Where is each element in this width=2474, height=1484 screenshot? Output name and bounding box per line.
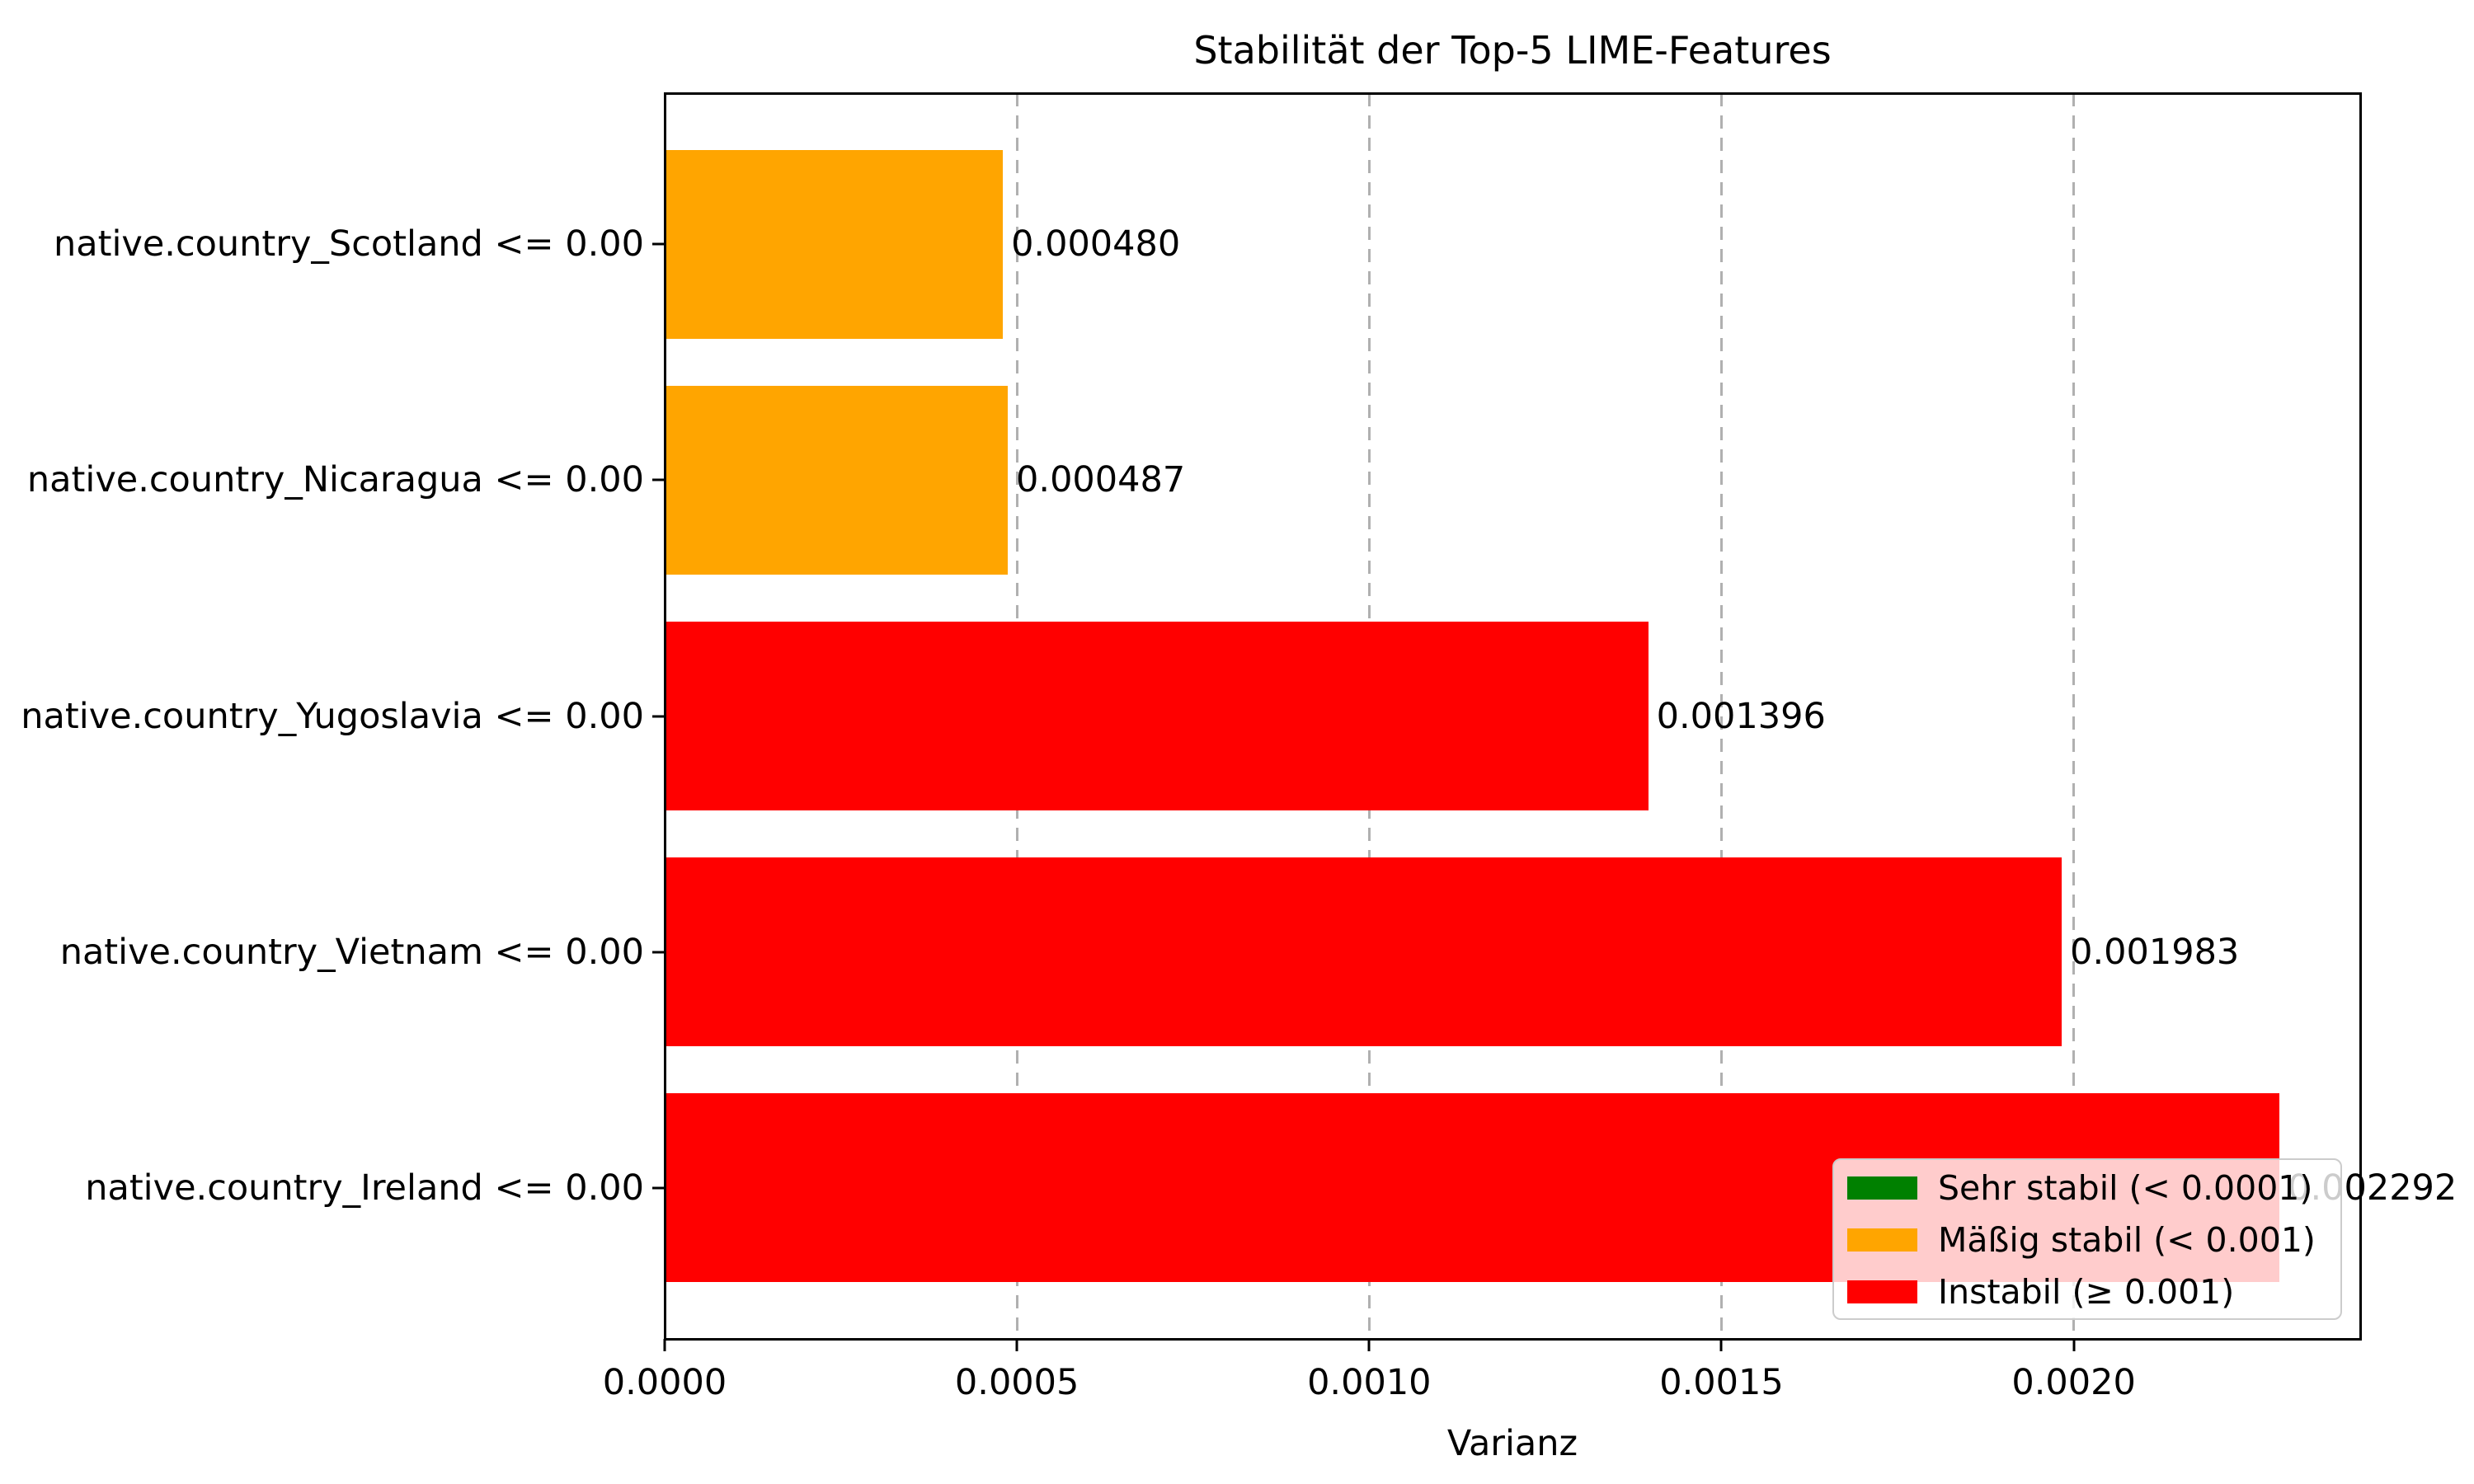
- legend-item: Instabil (≥ 0.001): [1834, 1269, 2340, 1315]
- y-tick-mark: [652, 951, 665, 954]
- chart-title: Stabilität der Top-5 LIME-Features: [1193, 28, 1832, 73]
- x-tick-mark: [1367, 1339, 1371, 1351]
- y-axis-label: native.country_Yugoslavia <= 0.00: [21, 695, 644, 737]
- gridline: [2072, 93, 2076, 1339]
- legend-label: Instabil (≥ 0.001): [1938, 1272, 2235, 1312]
- x-tick-label: 0.0000: [602, 1362, 727, 1403]
- y-axis-label: native.country_Ireland <= 0.00: [85, 1167, 644, 1209]
- value-label: 0.001396: [1656, 695, 1826, 737]
- bar: [665, 149, 1004, 339]
- bar: [665, 385, 1009, 575]
- y-axis-label: native.country_Scotland <= 0.00: [53, 223, 644, 265]
- legend-label: Sehr stabil (< 0.0001): [1938, 1168, 2313, 1208]
- value-label: 0.000480: [1011, 223, 1181, 265]
- y-tick-mark: [652, 242, 665, 246]
- gridline: [1719, 93, 1723, 1339]
- y-tick-mark: [652, 715, 665, 717]
- value-label: 0.001983: [2070, 931, 2240, 973]
- x-tick-mark: [663, 1339, 666, 1351]
- legend-swatch: [1847, 1228, 1917, 1252]
- x-tick-label: 0.0005: [954, 1362, 1079, 1403]
- legend-swatch: [1847, 1280, 1917, 1303]
- bar: [665, 622, 1649, 810]
- legend-item: Sehr stabil (< 0.0001): [1834, 1165, 2340, 1211]
- plot-frame: [663, 92, 2362, 1341]
- x-tick-label: 0.0015: [1659, 1362, 1784, 1403]
- legend-swatch: [1847, 1176, 1917, 1200]
- x-tick-mark: [1719, 1339, 1723, 1351]
- y-axis-label: native.country_Vietnam <= 0.00: [59, 931, 644, 973]
- x-tick-label: 0.0020: [2011, 1362, 2136, 1403]
- x-tick-mark: [2072, 1339, 2076, 1351]
- y-tick-mark: [652, 478, 665, 481]
- legend-label: Mäßig stabil (< 0.001): [1938, 1220, 2316, 1260]
- bar: [665, 857, 2062, 1047]
- x-tick-label: 0.0010: [1307, 1362, 1432, 1403]
- legend-item: Mäßig stabil (< 0.001): [1834, 1217, 2340, 1263]
- y-axis-label: native.country_Nicaragua <= 0.00: [26, 459, 644, 501]
- legend: Sehr stabil (< 0.0001) Mäßig stabil (< 0.…: [1832, 1158, 2342, 1320]
- x-axis-title: Varianz: [1446, 1423, 1578, 1464]
- y-tick-mark: [652, 1186, 665, 1190]
- value-label: 0.000487: [1016, 459, 1186, 501]
- x-tick-mark: [1015, 1339, 1018, 1351]
